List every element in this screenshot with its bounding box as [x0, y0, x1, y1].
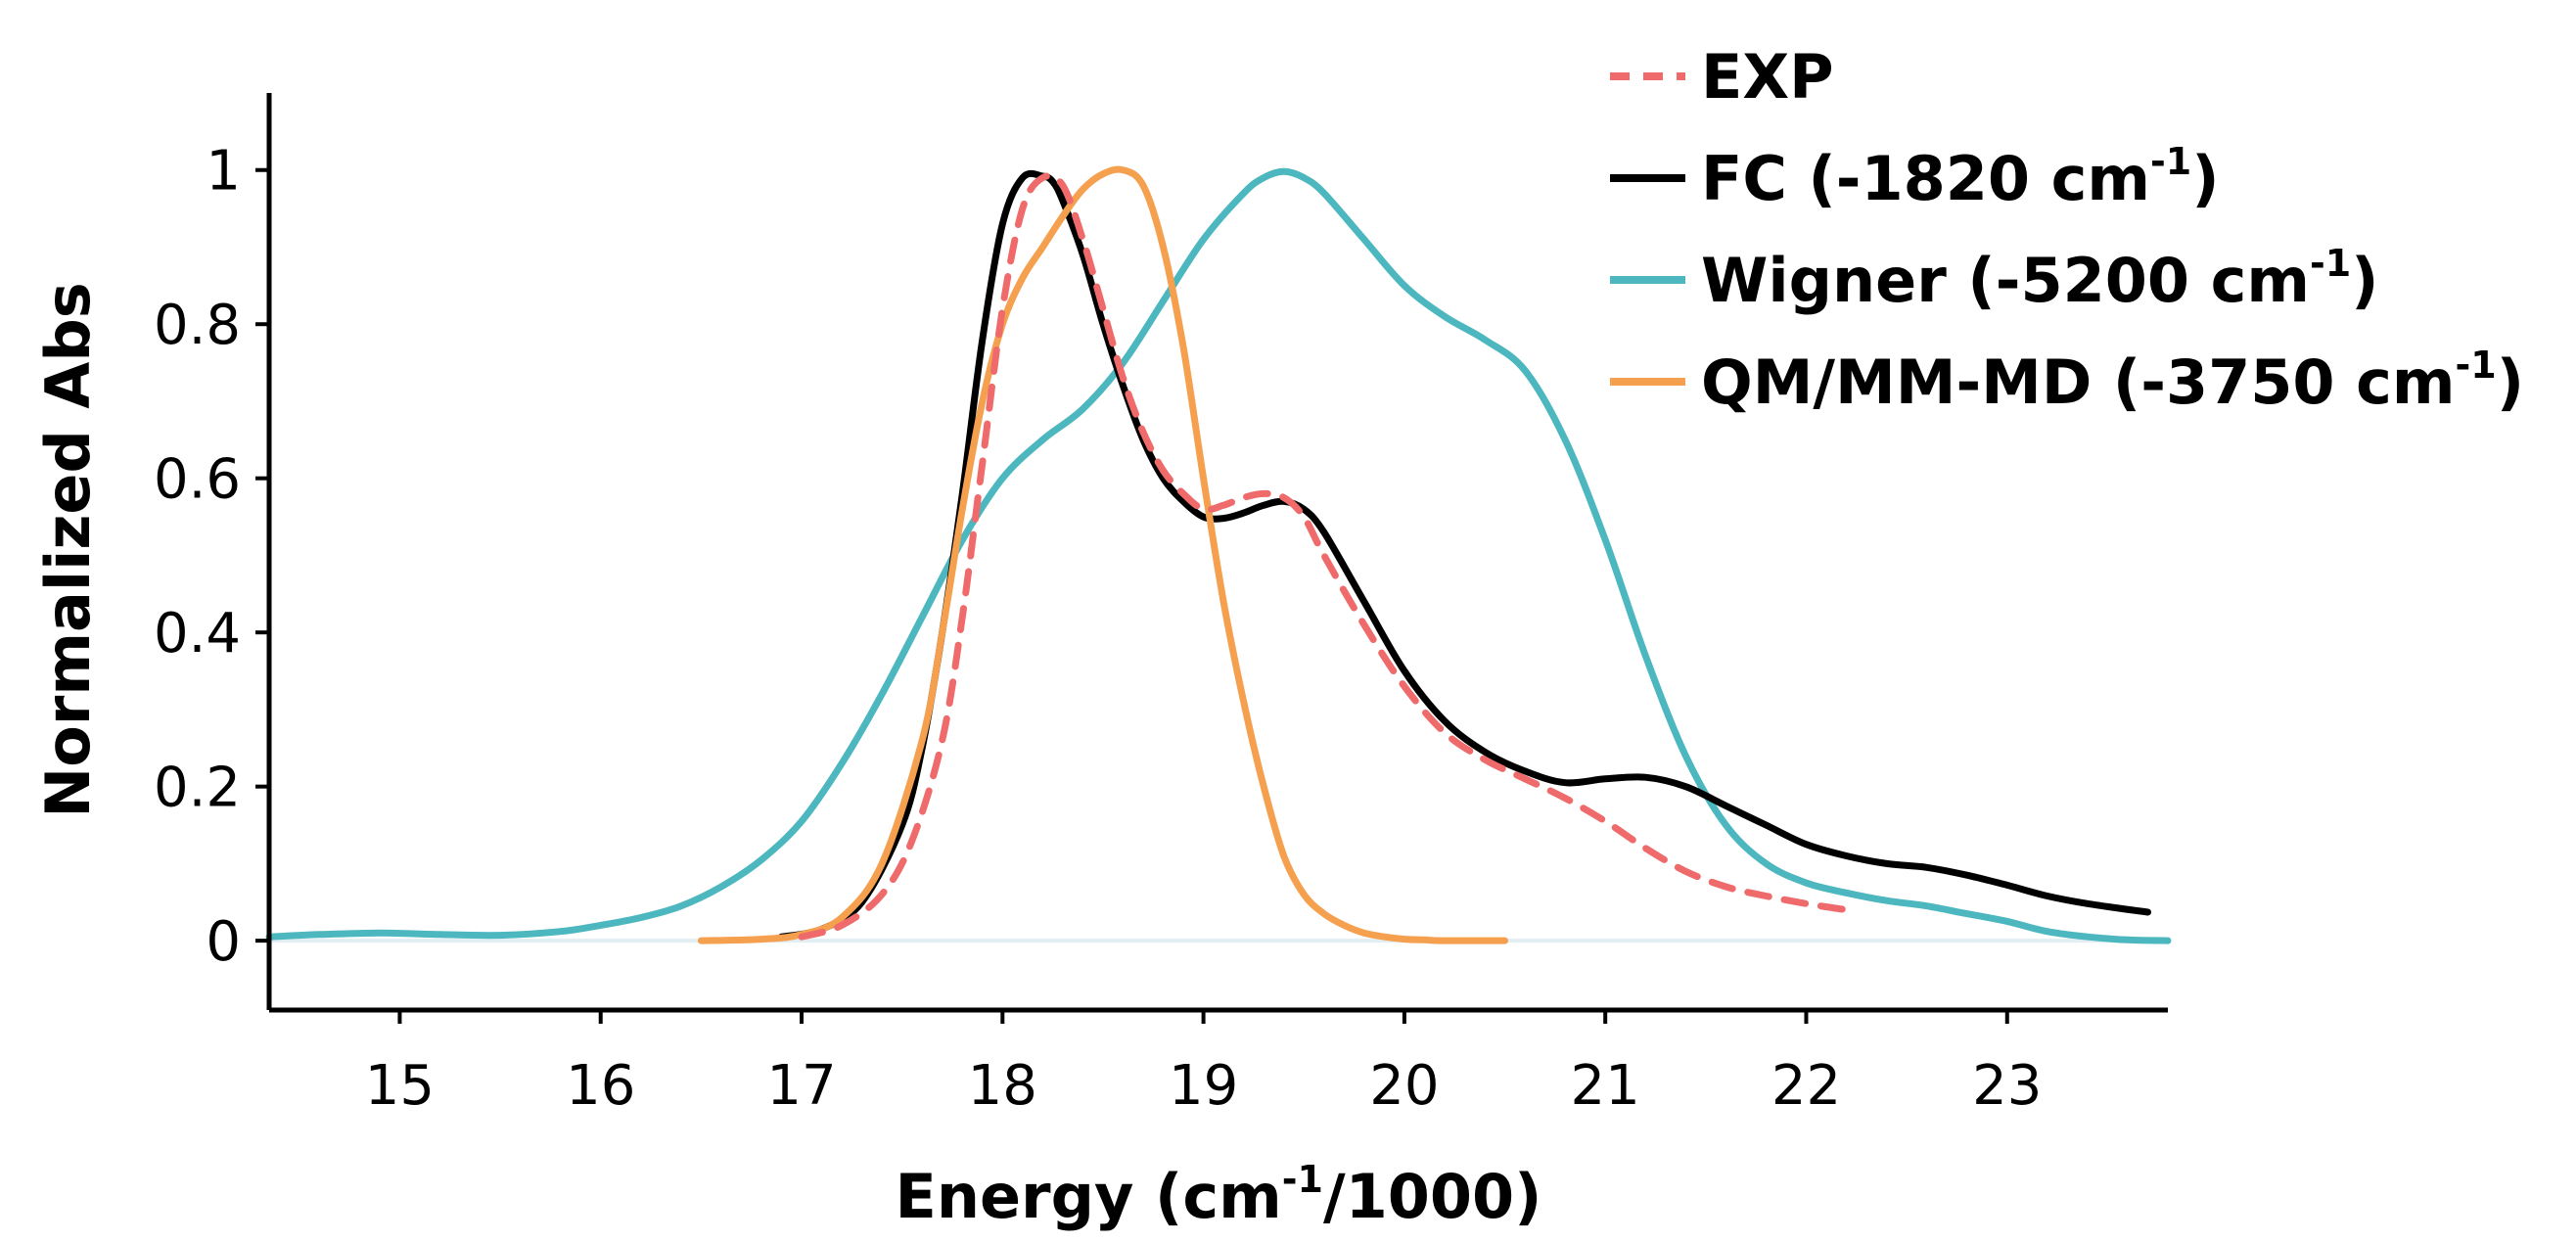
x-tick-label: 19: [1169, 1054, 1238, 1118]
y-axis-title: Normalized Abs: [32, 282, 104, 817]
x-tick-label: 23: [1972, 1054, 2042, 1118]
x-tick-label: 15: [365, 1054, 435, 1118]
y-tick-label: 0: [206, 910, 241, 974]
x-tick-label: 17: [766, 1054, 836, 1118]
x-tick-label: 18: [968, 1054, 1037, 1118]
legend-label-qm-mm-md: QM/MM-MD (-3750 cm-1): [1701, 344, 2524, 418]
y-tick-label: 0.6: [154, 448, 241, 512]
x-axis-title: Energy (cm-1/1000): [896, 1158, 1542, 1232]
x-tick-label: 16: [566, 1054, 635, 1118]
y-ticks: 0 0.2 0.4 0.6 0.8 1: [154, 140, 269, 974]
x-ticks: 15 16 17 18 19 20 21 22 23: [365, 1010, 2042, 1118]
legend: EXP FC (-1820 cm-1) Wigner (-5200 cm-1) QM/…: [1610, 41, 2524, 418]
axes: [266, 93, 2168, 1013]
y-tick-label: 0.2: [154, 757, 241, 820]
y-tick-label: 1: [206, 140, 241, 204]
x-tick-label: 20: [1369, 1054, 1439, 1118]
y-tick-label: 0.8: [154, 294, 241, 357]
plot-area: [265, 165, 2172, 944]
legend-label-exp: EXP: [1701, 41, 1834, 113]
x-tick-label: 22: [1771, 1054, 1841, 1118]
legend-label-wigner: Wigner (-5200 cm-1): [1701, 242, 2379, 316]
x-tick-label: 21: [1571, 1054, 1640, 1118]
y-tick-label: 0.4: [154, 602, 241, 666]
series-line-wigner: [265, 167, 2172, 944]
series-line-fc: [778, 169, 2151, 941]
series-line-qm-mm-md: [697, 165, 1508, 944]
series-line-exp: [798, 172, 1850, 941]
legend-label-fc: FC (-1820 cm-1): [1701, 140, 2220, 214]
